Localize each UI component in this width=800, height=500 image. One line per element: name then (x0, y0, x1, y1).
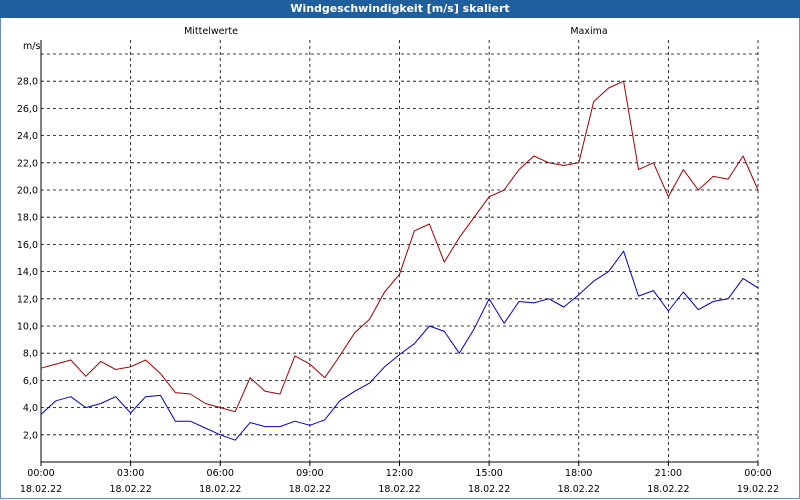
x-tick-date: 18.02.22 (468, 484, 510, 495)
y-tick-labels: 2,0 4,0 6,0 8,0 10,0 12,0 14,0 16,0 18,0 20,0 22,0… (17, 77, 38, 442)
y-tick-label: 16,0 (17, 240, 38, 251)
x-tick-time: 21:00 (655, 468, 682, 479)
y-tick-label: 6,0 (23, 376, 38, 387)
x-tick-time: 03:00 (117, 468, 144, 479)
legend-maxima: Maxima (570, 26, 607, 37)
series-line-mittelwerte (40, 250, 759, 441)
x-tick-date: 18.02.22 (647, 484, 689, 495)
x-tick-date: 18.02.22 (20, 484, 62, 495)
x-tick-date: 18.02.22 (378, 484, 420, 495)
y-axis-unit: m/s (23, 41, 40, 52)
x-tick-time: 09:00 (296, 468, 323, 479)
x-tick-date: 18.02.22 (289, 484, 331, 495)
y-tick-label: 14,0 (17, 267, 38, 278)
series-lines (40, 80, 759, 441)
y-tick-label: 20,0 (17, 186, 38, 197)
y-tick-label: 4,0 (23, 403, 38, 414)
chart-frame: m/s Mittelwerte Maxima 2,0 4,0 6,0 8,0 10,0 1… (0, 18, 800, 499)
x-tick-time: 15:00 (475, 468, 502, 479)
legend-mittelwerte: Mittelwerte (184, 26, 238, 37)
y-tick-label: 18,0 (17, 213, 38, 224)
y-tick-label: 2,0 (23, 430, 38, 441)
x-tick-labels: 00:00 18.02.22 03:00 18.02.22 06:00 18.02.22 0… (20, 462, 779, 495)
y-tick-label: 12,0 (17, 294, 38, 305)
x-tick-date: 19.02.22 (737, 484, 779, 495)
x-tick-date: 18.02.22 (558, 484, 600, 495)
x-tick-time: 00:00 (744, 468, 771, 479)
x-tick-date: 18.02.22 (199, 484, 241, 495)
series-line-maxima (40, 80, 759, 413)
x-tick-date: 18.02.22 (109, 484, 151, 495)
wind-speed-chart: m/s Mittelwerte Maxima 2,0 4,0 6,0 8,0 10,0 1… (17, 26, 779, 495)
y-tick-label: 26,0 (17, 104, 38, 115)
x-tick-time: 06:00 (207, 468, 234, 479)
y-tick-label: 22,0 (17, 158, 38, 169)
y-tick-label: 28,0 (17, 77, 38, 88)
y-tick-label: 8,0 (23, 349, 38, 360)
x-tick-time: 12:00 (386, 468, 413, 479)
x-tick-time: 00:00 (27, 468, 54, 479)
grid (41, 40, 759, 462)
chart-title: Windgeschwindigkeit [m/s] skaliert (0, 0, 800, 18)
x-tick-time: 18:00 (565, 468, 592, 479)
y-tick-label: 24,0 (17, 131, 38, 142)
y-tick-label: 10,0 (17, 322, 38, 333)
